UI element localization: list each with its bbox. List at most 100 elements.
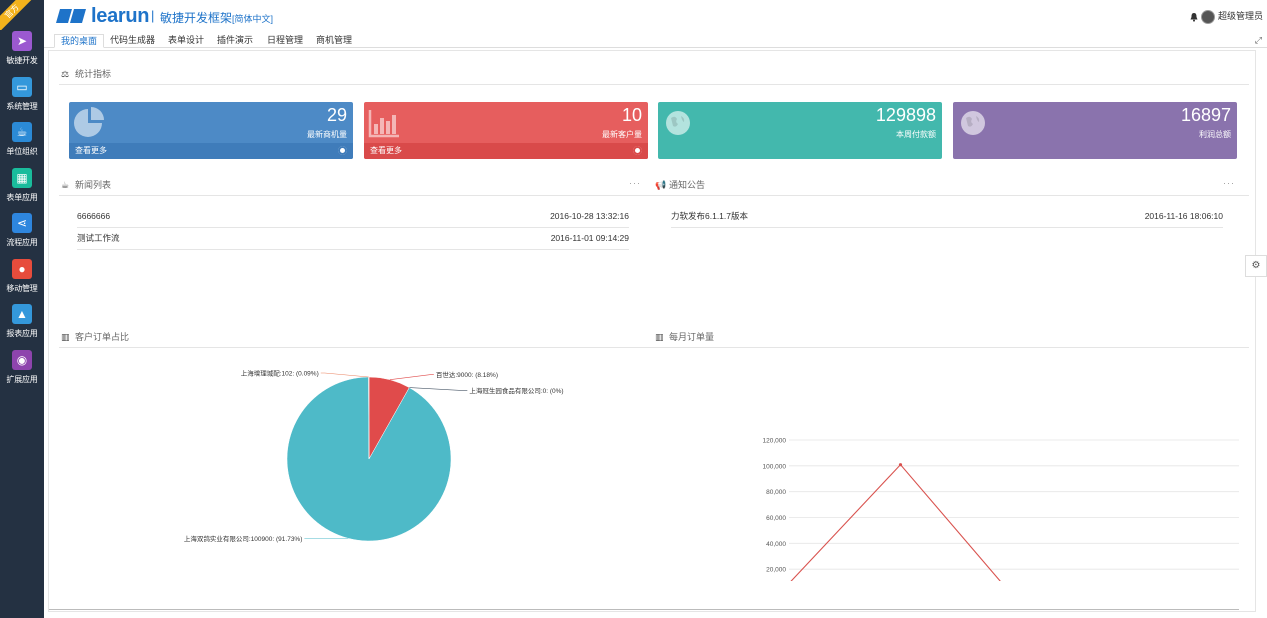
- android-icon: ●: [12, 258, 32, 279]
- tab-plugin-demo[interactable]: 插件演示: [217, 35, 254, 45]
- pie-slice-label: 上海增理城配:102: (0.09%): [241, 369, 319, 378]
- share-icon: ⋖: [12, 213, 32, 233]
- avatar[interactable]: [1201, 9, 1216, 24]
- stat-label: 最新客户量: [602, 130, 642, 139]
- sidebar-item-label: 敏捷开发: [6, 56, 38, 65]
- series-line: [790, 463, 1001, 581]
- stat-value: 16897: [1180, 105, 1231, 125]
- sidebar-item[interactable]: ⋖ 流程应用: [0, 213, 44, 257]
- divider: [59, 347, 653, 348]
- sidebar-item[interactable]: ▦ 表单应用: [0, 167, 44, 212]
- pie-title: ▥ 客户订单占比: [61, 332, 130, 342]
- stat-card-opportunities: 29 最新商机量 查看更多: [69, 102, 353, 159]
- notice-row[interactable]: 力软发布6.1.1.7版本 2016-11-16 18:06:10: [671, 205, 1223, 228]
- user-name[interactable]: 超级管理员: [1217, 11, 1263, 21]
- stat-value: 29: [326, 105, 347, 125]
- data-point: [898, 463, 903, 467]
- balance-icon: ⚖: [61, 69, 70, 79]
- dashboard: ⚖ 统计指标 29 最新商机量 查看更多 10 最新客户量 查看更多 129898…: [48, 50, 1256, 612]
- sidebar-item-label: 单位组织: [6, 147, 38, 156]
- news-title: ☕ 新闻列表: [61, 180, 112, 190]
- stat-bg: [658, 102, 942, 159]
- tab-schedule[interactable]: 日程管理: [267, 35, 304, 45]
- tab-opportunity[interactable]: 商机管理: [316, 35, 353, 45]
- coffee-icon: ☕: [12, 122, 32, 142]
- settings-gear-icon[interactable]: ⚙: [1245, 255, 1267, 277]
- arrow-circle-icon: [338, 146, 347, 155]
- globe-icon: [666, 111, 690, 135]
- sidebar-item[interactable]: ☕ 单位组织: [0, 122, 44, 166]
- stat-label: 最新商机量: [307, 130, 347, 139]
- y-tick-label: 20,000: [766, 567, 786, 574]
- pie-label-line: [409, 387, 468, 391]
- pie-label-line: [389, 374, 434, 380]
- sidebar: 官方 ➤ 敏捷开发 ▭ 系统管理 ☕ 单位组织 ▦ 表单应用 ⋖ 流程应用 ● 移动管理 ▲ 报表应用 ◉ 扩…: [0, 0, 44, 618]
- view-more-link[interactable]: 查看更多: [364, 143, 648, 159]
- bottom-scrollbar[interactable]: [49, 609, 1239, 610]
- sidebar-item[interactable]: ◉ 扩展应用: [0, 349, 44, 394]
- logo-icon: [56, 9, 86, 23]
- header: learun | 敏捷开发框架[简体中文] 超级管理员: [44, 0, 1267, 32]
- area-chart-icon: ▲: [12, 304, 32, 324]
- pie-chart-icon: [74, 107, 104, 137]
- news-row[interactable]: 6666666 2016-10-28 13:32:16: [77, 205, 629, 228]
- stat-card-customers: 10 最新客户量 查看更多: [364, 102, 648, 159]
- tab-code-generator[interactable]: 代码生成器: [110, 35, 156, 45]
- line-chart: 020,00040,00060,00080,000100,000120,0002…: [763, 438, 1239, 581]
- pie-chart: 百世达:9000: (8.18%) 上海冠生园食品有限公司:0: (0%) 上海双鸽…: [184, 369, 564, 543]
- paper-plane-icon: ➤: [12, 31, 32, 51]
- more-dots-icon[interactable]: ···: [1223, 178, 1235, 188]
- pie-slice-label: 上海双鸽实业有限公司:100900: (91.73%): [184, 534, 302, 543]
- language-switch[interactable]: [简体中文]: [232, 14, 274, 24]
- arrow-circle-icon: [633, 146, 642, 155]
- news-row[interactable]: 测试工作流 2016-11-01 09:14:29: [77, 227, 629, 250]
- y-tick-label: 40,000: [766, 541, 786, 548]
- sidebar-item-label: 扩展应用: [6, 374, 38, 384]
- bullhorn-icon: 📢: [655, 180, 667, 190]
- more-dots-icon[interactable]: ···: [629, 178, 641, 188]
- globe-icon: [961, 111, 985, 135]
- divider: [59, 84, 1249, 85]
- table-icon: ▦: [12, 167, 32, 188]
- stat-bg: [953, 102, 1237, 159]
- sidebar-item-label: 报表应用: [6, 329, 38, 338]
- pie-label-line: [320, 372, 369, 378]
- sidebar-item[interactable]: ▲ 报表应用: [0, 304, 44, 348]
- logo-separator: |: [151, 8, 155, 23]
- tab-form-designer[interactable]: 表单设计: [168, 35, 205, 45]
- pie-slice-label: 百世达:9000: (8.18%): [436, 370, 498, 379]
- pie-slice-label: 上海冠生园食品有限公司:0: (0%): [469, 386, 563, 395]
- view-more-link[interactable]: 查看更多: [69, 143, 353, 159]
- bar-chart-icon: ▥: [655, 332, 664, 342]
- app-subtitle: 敏捷开发框架[简体中文]: [160, 11, 274, 25]
- stat-value: 129898: [875, 105, 936, 125]
- coffee-icon: ☕: [61, 180, 70, 190]
- stats-title: ⚖ 统计指标: [61, 69, 112, 79]
- line-title: ▥ 每月订单量: [655, 332, 715, 342]
- y-tick-label: 80,000: [766, 489, 786, 496]
- tab-desktop[interactable]: 我的桌面: [54, 34, 105, 48]
- official-ribbon: 官方: [0, 0, 44, 30]
- sidebar-item-label: 系统管理: [6, 101, 38, 111]
- divider: [653, 195, 1249, 196]
- sidebar-item-label: 移动管理: [6, 283, 38, 293]
- stat-value: 10: [621, 105, 642, 125]
- y-tick-label: 60,000: [766, 515, 786, 522]
- sidebar-item[interactable]: ● 移动管理: [0, 258, 44, 303]
- stat-label: 利润总额: [1199, 130, 1231, 139]
- stat-card-weekly-payment: 129898 本周付款额: [658, 102, 942, 159]
- user-area[interactable]: 超级管理员: [1189, 9, 1263, 24]
- monitor-icon: ▭: [12, 76, 32, 97]
- divider: [653, 347, 1249, 348]
- notice-title: 📢 通知公告: [655, 180, 706, 190]
- stat-label: 本周付款额: [896, 130, 936, 139]
- logo-text: learun: [91, 5, 150, 27]
- stat-card-total-profit: 16897 利润总额: [953, 102, 1237, 159]
- sidebar-item[interactable]: ➤ 敏捷开发: [0, 31, 44, 75]
- y-tick-label: 120,000: [763, 438, 787, 445]
- fullscreen-icon[interactable]: ⤢: [1254, 35, 1262, 45]
- bell-icon[interactable]: [1189, 12, 1199, 22]
- sidebar-item[interactable]: ▭ 系统管理: [0, 76, 44, 121]
- sidebar-item-label: 流程应用: [6, 238, 38, 247]
- bar-chart-icon: ▥: [61, 332, 70, 342]
